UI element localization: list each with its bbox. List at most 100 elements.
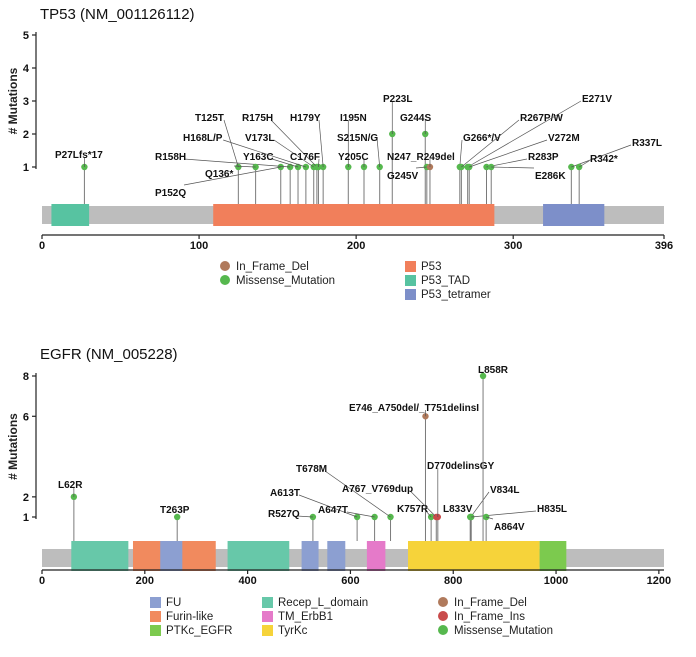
legend-swatch [150,611,161,622]
mutation-point [466,163,473,171]
domain-recep-l-domain [71,541,129,571]
legend-label: In_Frame_Del [236,261,309,273]
legend-swatch [405,261,416,272]
legend-swatch [262,625,273,636]
y-tick-label: 6 [23,411,29,423]
mutation-label: N247_R249del [387,152,455,163]
legend-swatch [262,597,273,608]
domain-fu [301,541,319,571]
mutation-label: Y205C [338,152,369,163]
label-connector [571,144,632,168]
label-connector [486,516,494,520]
mutation-label: V173L [245,133,274,144]
mutation-label: T263P [160,505,190,516]
domain-p53-tetramer [543,204,605,226]
x-tick-label: 200 [136,575,154,587]
y-tick-label: 2 [23,492,29,504]
label-connector [471,510,537,518]
mutation-label: D770delinsGY [427,461,495,472]
mutation-label: G244S [400,113,431,124]
legend-swatch [150,625,161,636]
label-connector [318,158,320,168]
label-connector [425,510,432,518]
mutation-label: R283P [528,152,559,163]
legend-label: P53 [421,261,441,273]
label-connector [415,166,427,169]
legend-label: PTKc_EGFR [166,625,232,637]
label-connector [223,119,239,168]
x-tick-label: 0 [39,575,45,587]
label-connector [271,158,299,168]
mutation-label: A647T [318,505,348,516]
mutation-label: R158H [155,152,186,163]
legend-label: Missense_Mutation [454,625,553,637]
mutation-label: H168L/P [183,133,223,144]
mutation-label: H179Y [290,113,321,124]
label-connector [233,165,256,168]
mutation-label: V272M [548,133,580,144]
mutation-label: G266*/V [463,133,501,144]
label-connector [578,160,590,168]
label-connector [461,119,520,168]
mutation-label: Q136* [205,169,233,180]
mutation-label: E271V [582,94,612,105]
domain-fu [160,541,183,571]
mutation-label: E746_A750del/_T751delinsI [349,403,479,414]
x-tick-label: 396 [655,240,673,252]
domain-p53-tad [51,204,90,226]
legend-label: FU [166,597,181,609]
legend-swatch [262,611,273,622]
mutation-label: K757R [397,504,429,515]
mutation-label: I195N [340,113,367,124]
x-tick-label: 200 [347,240,365,252]
mutation-label: Y163C [243,152,274,163]
y-axis-label: # Mutations [6,413,20,480]
legend-swatch [438,597,448,607]
y-axis-label: # Mutations [6,67,20,134]
x-tick-label: 600 [341,575,359,587]
domain-ptkc-egfr [539,541,567,571]
legend-label: Recep_L_domain [278,597,368,609]
x-tick-label: 300 [504,240,522,252]
mutation-label: R175H [242,113,273,124]
domain-tm-erbb1 [366,541,386,571]
label-connector [409,490,437,518]
label-connector [270,119,318,168]
mutation-label: R342* [590,154,618,165]
mutation-label: E286K [535,171,566,182]
legend-swatch [150,597,161,608]
label-connector [467,100,582,168]
legend-label: TyrKc [278,625,308,637]
mutation-label: P152Q [155,188,186,199]
mutation-label: A864V [494,522,525,533]
domain-fu [327,541,346,571]
mutation-label: S215N/G [337,133,378,144]
legend-swatch [438,625,448,635]
label-connector [469,139,548,168]
label-connector [223,139,306,168]
legend-swatch [220,275,230,285]
legend-label: Missense_Mutation [236,275,335,287]
legend-swatch [405,289,416,300]
mutation-label: A613T [270,488,300,499]
label-connector [491,166,535,169]
label-connector [346,511,375,518]
mutation-label: R337L [632,138,662,149]
x-tick-label: 100 [190,240,208,252]
x-tick-label: 800 [444,575,462,587]
y-tick-label: 8 [23,371,29,383]
label-connector [183,166,281,186]
mutation-label: T125T [195,113,224,124]
mutation-label: P27Lfs*17 [55,150,103,161]
mutation-label: L858R [478,365,509,376]
mutation-point [483,163,490,171]
x-tick-label: 1000 [544,575,568,587]
y-tick-label: 1 [23,512,29,524]
mutation-point [479,372,487,380]
label-connector [183,158,291,168]
x-tick-label: 400 [238,575,256,587]
mutation-label: L62R [58,480,83,491]
mutation-label: T678M [296,464,327,475]
y-tick-label: 2 [23,129,29,141]
domain-recep-l-domain [227,541,290,571]
